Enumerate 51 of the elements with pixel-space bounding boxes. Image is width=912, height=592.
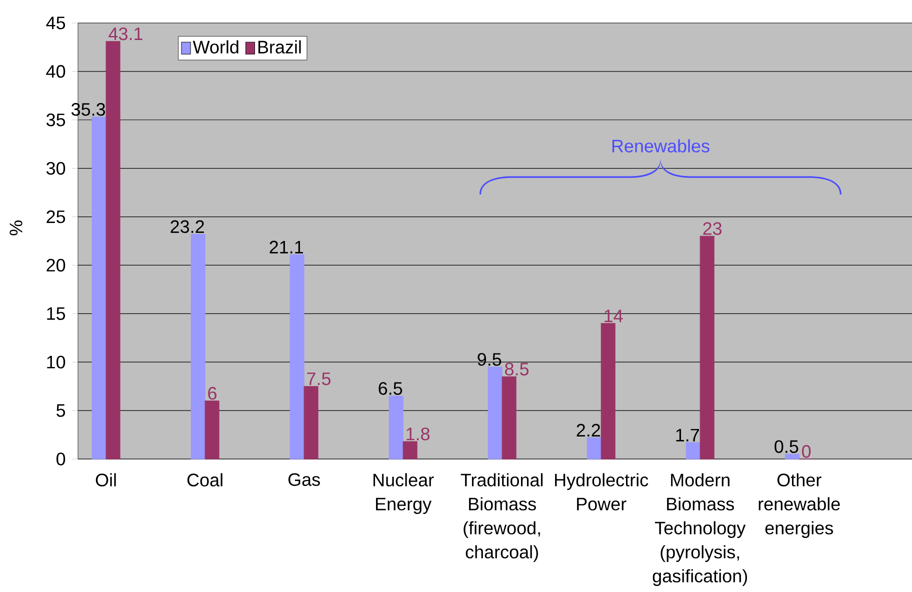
y-tick-label: 20 (46, 258, 66, 272)
data-label: 35.3 (71, 103, 106, 116)
y-tick-label: 30 (46, 162, 66, 175)
bar (488, 366, 502, 460)
data-label: 2.2 (576, 424, 600, 436)
data-label: 1.8 (406, 428, 430, 440)
data-label: 6.5 (378, 382, 402, 395)
bar (388, 396, 404, 460)
data-label: 23.2 (170, 220, 204, 234)
bar (290, 254, 304, 460)
bar (106, 41, 120, 460)
y-tick-label: 0 (56, 452, 66, 466)
bar (190, 234, 206, 460)
x-tick-label: Gas (288, 473, 320, 486)
bar (92, 116, 106, 460)
data-label: 6 (208, 386, 216, 400)
y-tick-label: 10 (47, 356, 66, 368)
y-tick-label: 40 (46, 65, 66, 78)
bar (586, 437, 602, 460)
y-axis-title: % (10, 220, 22, 236)
x-tick-label: Nuclear Energy (374, 473, 434, 514)
y-tick-label: 45 (46, 16, 66, 30)
bar (304, 386, 318, 460)
bar (686, 442, 700, 460)
data-label: 1.7 (676, 428, 700, 442)
bar (600, 323, 616, 460)
y-tick-label: 35 (46, 114, 66, 126)
legend-label: Brazil (258, 40, 301, 54)
bar (700, 236, 714, 460)
bar (784, 454, 800, 460)
data-label: 8.5 (505, 362, 529, 376)
data-label: 43.1 (108, 27, 142, 40)
data-label: 21.1 (270, 240, 303, 254)
y-tick-label: 5 (56, 404, 66, 417)
data-label: 7.5 (307, 372, 331, 386)
data-label: 0 (802, 445, 811, 458)
y-tick-label: 25 (46, 210, 66, 224)
data-label: 23 (703, 222, 722, 235)
legend-label: World (192, 40, 238, 54)
y-tick-label: 15 (47, 307, 66, 320)
annotation: Renewables (612, 139, 710, 152)
bar (402, 441, 418, 460)
bar (502, 376, 516, 460)
data-label: 0.5 (774, 440, 798, 453)
x-tick-label: Coal (187, 473, 222, 486)
bar (204, 400, 220, 460)
x-tick-label: Other renewable energies (758, 473, 840, 538)
x-tick-label: Oil (96, 473, 116, 486)
x-tick-label: Modern Biomass Technology (pyrolysis, gasification) (652, 473, 748, 586)
x-tick-label: Traditional Biomass (firewood, charcoal) (460, 473, 543, 562)
x-tick-label: Hydrolectric Power (555, 473, 648, 510)
